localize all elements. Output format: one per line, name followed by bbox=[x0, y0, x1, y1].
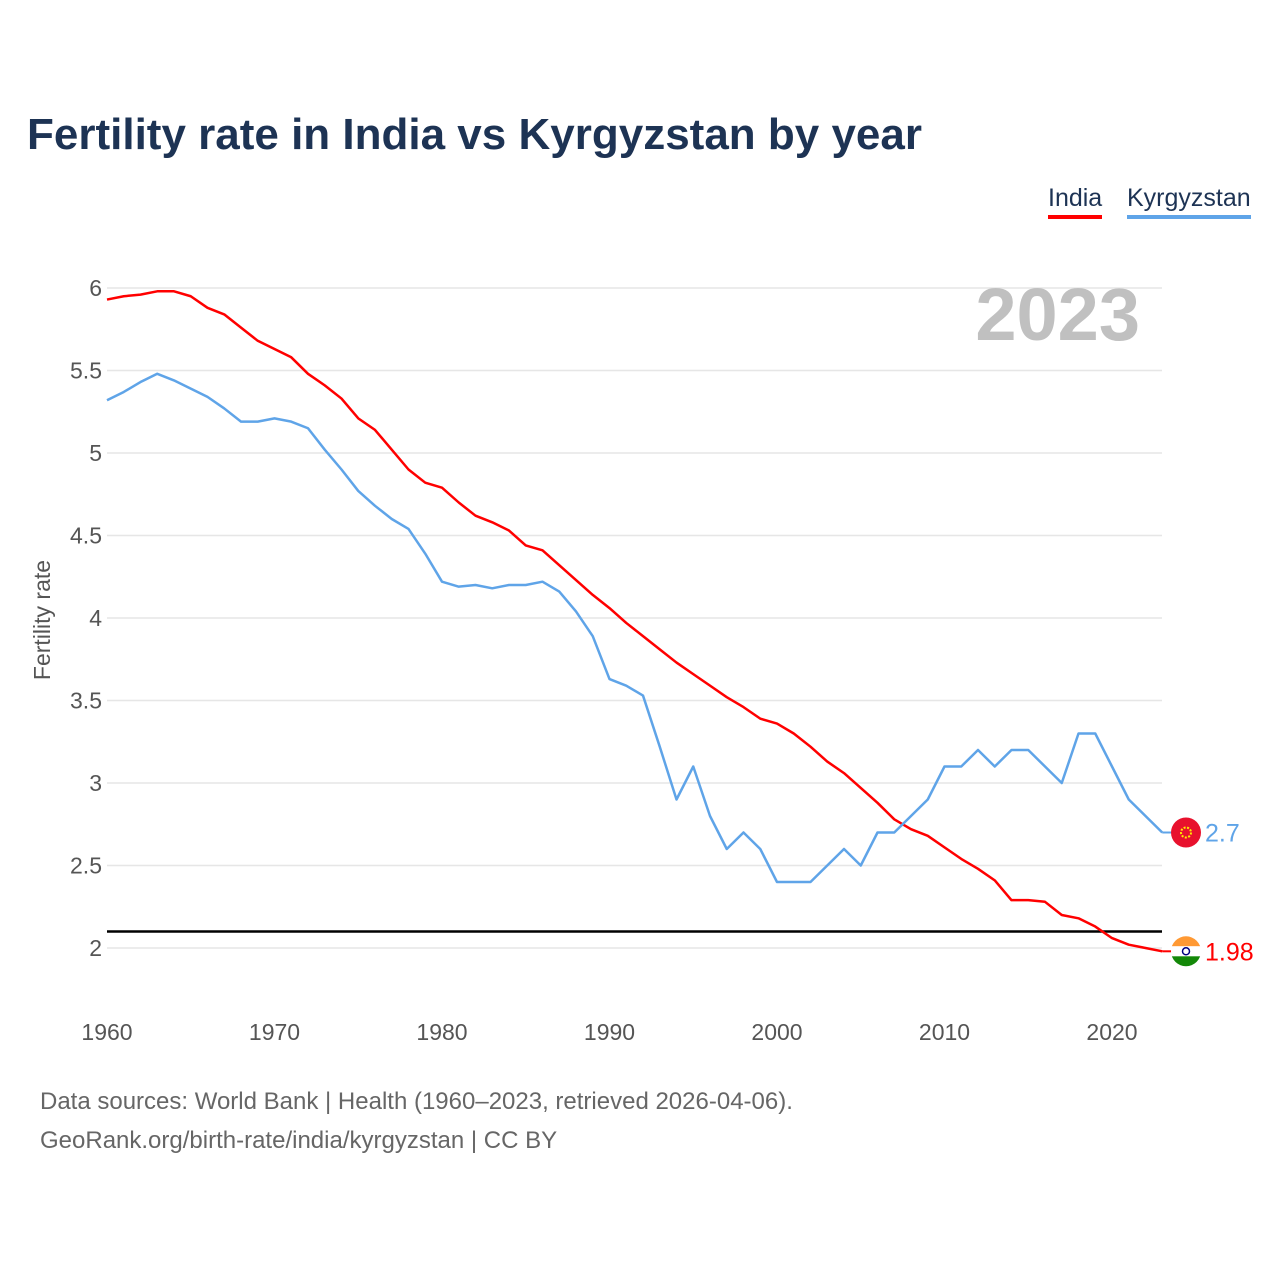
y-tick-label: 6 bbox=[89, 275, 102, 301]
y-tick-label: 5.5 bbox=[70, 358, 102, 384]
x-tick-label: 1970 bbox=[249, 1019, 300, 1045]
india-flag-icon bbox=[1171, 936, 1201, 967]
series-line-india bbox=[106, 290, 1163, 953]
footer-sources: Data sources: World Bank | Health (1960–… bbox=[40, 1088, 793, 1115]
y-tick-label: 2.5 bbox=[70, 853, 102, 879]
y-tick-label: 5 bbox=[89, 440, 102, 466]
x-tick-label: 2020 bbox=[1086, 1019, 1137, 1045]
y-tick-label: 4 bbox=[89, 605, 102, 631]
x-tick-label: 1990 bbox=[584, 1019, 635, 1045]
y-axis-label: Fertility rate bbox=[29, 560, 55, 680]
x-tick-label: 1980 bbox=[416, 1019, 467, 1045]
x-tick-label: 2010 bbox=[919, 1019, 970, 1045]
x-tick-label: 2000 bbox=[751, 1019, 802, 1045]
kyrgyzstan-flag-icon bbox=[1171, 817, 1201, 848]
year-watermark: 2023 bbox=[975, 273, 1140, 356]
y-tick-label: 3 bbox=[89, 770, 102, 796]
legend-kyrgyzstan[interactable]: Kyrgyzstan bbox=[1127, 184, 1251, 219]
footer-link[interactable]: GeoRank.org/birth-rate/india/kyrgyzstan … bbox=[40, 1127, 558, 1154]
legend-india[interactable]: India bbox=[1048, 184, 1103, 219]
y-tick-label: 4.5 bbox=[70, 523, 102, 549]
end-value-label: 1.98 bbox=[1205, 938, 1254, 966]
series-line-kyrgyzstan bbox=[106, 372, 1164, 884]
x-tick-label: 1960 bbox=[81, 1019, 132, 1045]
end-value-label: 2.7 bbox=[1205, 820, 1240, 848]
chart-title: Fertility rate in India vs Kyrgyzstan by… bbox=[27, 110, 922, 159]
y-tick-label: 3.5 bbox=[70, 688, 102, 714]
y-tick-label: 2 bbox=[89, 935, 102, 961]
